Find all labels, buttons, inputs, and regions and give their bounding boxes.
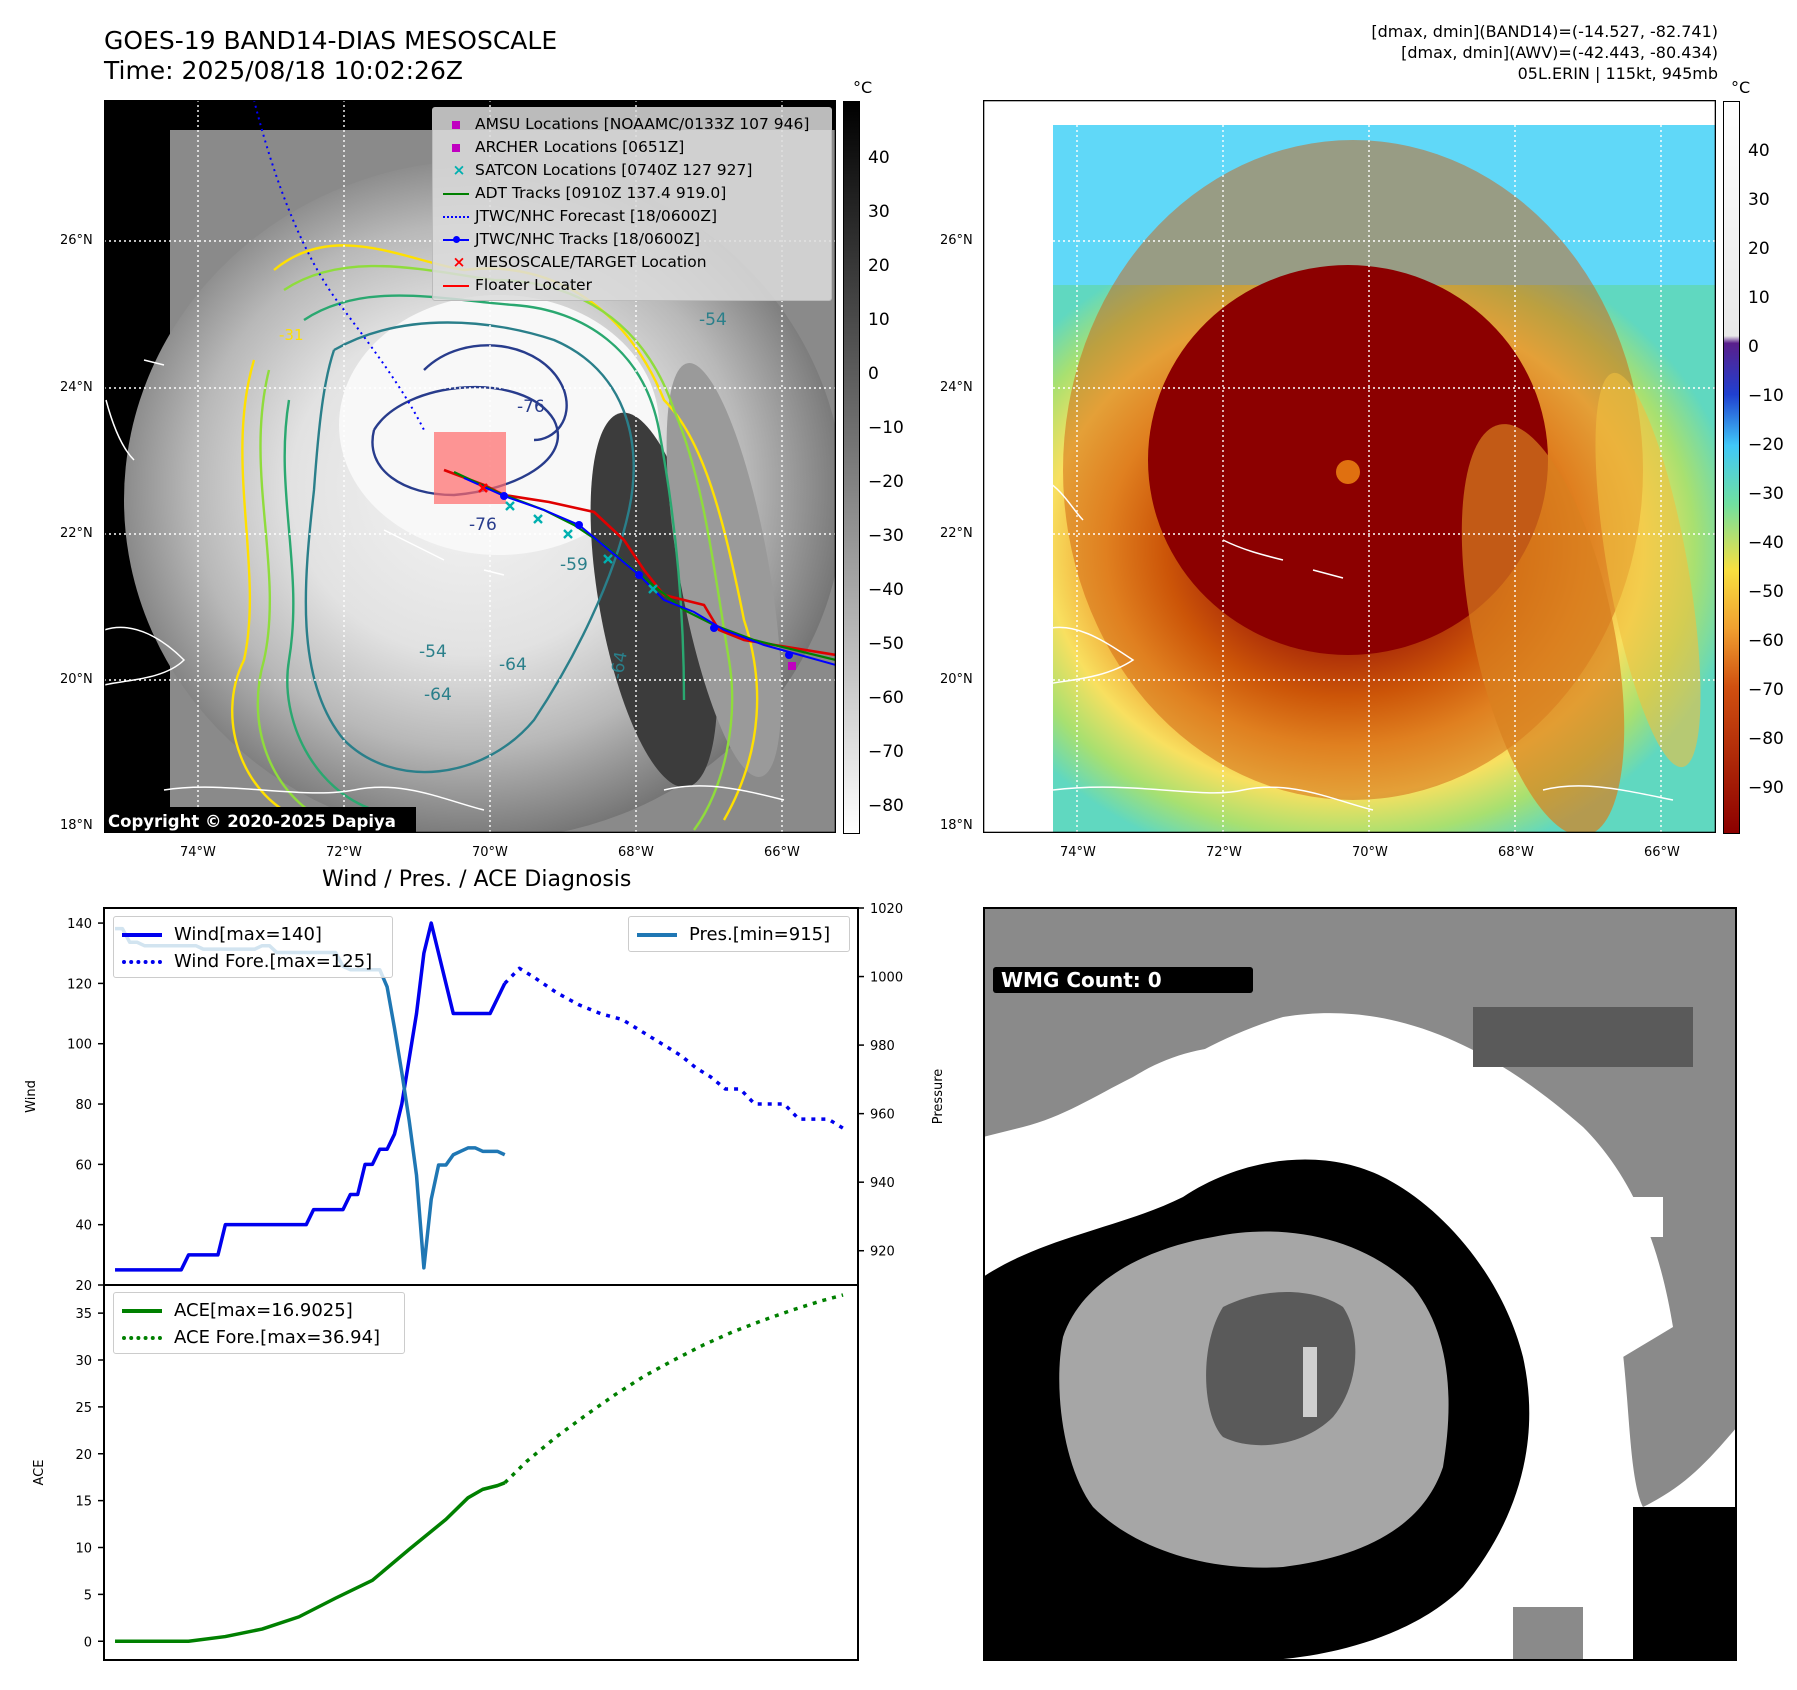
title-line1: GOES-19 BAND14-DIAS MESOSCALE: [104, 26, 558, 55]
colorbar-awv-unit: °C: [1731, 78, 1751, 97]
wind-y-tick-label: 120: [67, 977, 92, 992]
legend-archer: ARCHER Locations [0651Z]: [443, 136, 809, 159]
legend-jtwc-tracks: JTWC/NHC Tracks [18/0600Z]: [443, 228, 809, 251]
wmg-white-ring: [1043, 1013, 1673, 1357]
legend-pressure: Pres.[min=915]: [637, 921, 830, 948]
ace-y-tick-label: 10: [75, 1542, 92, 1557]
legend-target: × MESOSCALE/TARGET Location: [443, 251, 809, 274]
ace-y-tick-label: 0: [84, 1635, 92, 1650]
contour-teal: [304, 321, 635, 774]
ace-y-tick-label: 35: [75, 1307, 92, 1322]
legend-wind: Wind[max=140]: [122, 921, 372, 948]
diagnosis-charts: 2040608010012014092094096098010001020Win…: [24, 902, 946, 1661]
legend-satcon: × SATCON Locations [0740Z 127 927]: [443, 159, 809, 182]
wind-y-tick-label: 40: [75, 1219, 92, 1234]
coastline: [1042, 479, 1674, 811]
ace-y-tick-label: 5: [84, 1588, 92, 1603]
title-line2: Time: 2025/08/18 10:02:26Z: [104, 56, 463, 85]
wind-y-tick-label: 80: [75, 1098, 92, 1113]
series-windline: [115, 921, 507, 1272]
contour-label: -64: [499, 655, 527, 675]
square-marker-icon: [452, 144, 460, 152]
wind-legend: Wind[max=140] Wind Fore.[max=125]: [113, 916, 393, 978]
colorbar-gray-unit: °C: [853, 78, 873, 97]
colorbar-awv: [1723, 101, 1740, 834]
stats-line1: [dmax, dmin](BAND14)=(-14.527, -82.741): [1371, 22, 1718, 41]
stats-line2: [dmax, dmin](AWV)=(-42.443, -80.434): [1401, 43, 1718, 62]
pressure-y-tick-label: 960: [870, 1108, 895, 1123]
pressure-axis-label: Pressure: [931, 1069, 946, 1125]
legend-ace-forecast: ACE Fore.[max=36.94]: [122, 1324, 380, 1351]
ace-y-tick-label: 20: [75, 1448, 92, 1463]
line-marker-icon: [637, 933, 677, 937]
pressure-y-tick-label: 980: [870, 1039, 895, 1054]
contour-label: -54: [419, 642, 447, 662]
contour-label: -76: [469, 515, 497, 535]
contour-label: -64: [607, 650, 632, 681]
wind-y-tick-label: 140: [67, 917, 92, 932]
contour-label: -76: [517, 397, 545, 417]
series-ace-fore-line: [503, 1293, 844, 1485]
dotted-line-icon: [122, 1336, 162, 1340]
legend-wind-forecast: Wind Fore.[max=125]: [122, 948, 372, 975]
ace-plot-frame: [103, 1284, 859, 1661]
pressure-legend: Pres.[min=915]: [628, 916, 850, 952]
ace-y-tick-label: 15: [75, 1495, 92, 1510]
coastline: [104, 359, 785, 811]
contour-green: [283, 294, 686, 812]
legend-forecast: JTWC/NHC Forecast [18/0600Z]: [443, 205, 809, 228]
target-marker: [478, 483, 488, 493]
wind-y-tick-label: 60: [75, 1158, 92, 1173]
wmg-panel: WMG Count: 0: [983, 907, 1737, 1661]
wind-y-tick-label: 20: [75, 1279, 92, 1294]
x-marker-icon: ×: [452, 253, 466, 271]
contour-label: -54: [699, 310, 727, 330]
wind-axis-label: Wind: [24, 1080, 39, 1113]
series-wind-fore-line: [503, 966, 844, 1130]
archer-marker: [788, 662, 796, 670]
mesoscale-target-box: [434, 432, 506, 504]
wmg-dark-core: [1206, 1292, 1356, 1446]
map-legend: AMSU Locations [NOAAMC/0133Z 107 946] AR…: [432, 107, 832, 301]
diagnosis-title: Wind / Pres. / ACE Diagnosis: [322, 867, 632, 892]
legend-adt: ADT Tracks [0910Z 137.4 919.0]: [443, 182, 809, 205]
series-aceline: [115, 1481, 506, 1643]
contour-yellow: [231, 244, 759, 822]
ace-y-tick-label: 25: [75, 1401, 92, 1416]
wind-y-tick-label: 100: [67, 1038, 92, 1053]
contour-navy2: [423, 344, 568, 442]
legend-ace: ACE[max=16.9025]: [122, 1297, 380, 1324]
pressure-y-tick-label: 920: [870, 1245, 895, 1260]
forecast-track: [253, 100, 425, 431]
satcon-marker: [505, 501, 658, 594]
dotted-line-icon: [443, 215, 469, 218]
dotted-line-icon: [122, 960, 162, 964]
awv-map-panel: [983, 100, 1716, 833]
line-marker-icon: [122, 933, 162, 937]
pressure-y-tick-label: 940: [870, 1176, 895, 1191]
legend-floater: Floater Locater: [443, 274, 809, 297]
line-marker-icon: [122, 1309, 162, 1313]
contour-label: -59: [560, 555, 588, 575]
contour-lightgreen: [256, 264, 734, 831]
line-marker-icon: [443, 192, 469, 195]
contour-navy1: [371, 385, 560, 497]
copyright: Copyright © 2020-2025 Dapiya: [108, 812, 396, 831]
colorbar-gray: [843, 101, 860, 834]
line-dot-icon: [443, 235, 469, 243]
contour-label: -31: [279, 326, 304, 344]
contour-label: -64: [424, 685, 452, 705]
pressure-y-tick-label: 1000: [870, 971, 903, 986]
pressure-y-tick-label: 1020: [870, 902, 903, 917]
wmg-count-label: WMG Count: 0: [1001, 968, 1162, 992]
ace-y-tick-label: 30: [75, 1354, 92, 1369]
ace-axis-label: ACE: [32, 1460, 47, 1486]
stats-line3: 05L.ERIN | 115kt, 945mb: [1517, 64, 1718, 83]
legend-amsu: AMSU Locations [NOAAMC/0133Z 107 946]: [443, 113, 809, 136]
square-marker-icon: [452, 121, 460, 129]
x-marker-icon: ×: [452, 161, 466, 179]
ace-legend: ACE[max=16.9025] ACE Fore.[max=36.94]: [113, 1292, 405, 1354]
line-marker-icon: [443, 284, 469, 287]
